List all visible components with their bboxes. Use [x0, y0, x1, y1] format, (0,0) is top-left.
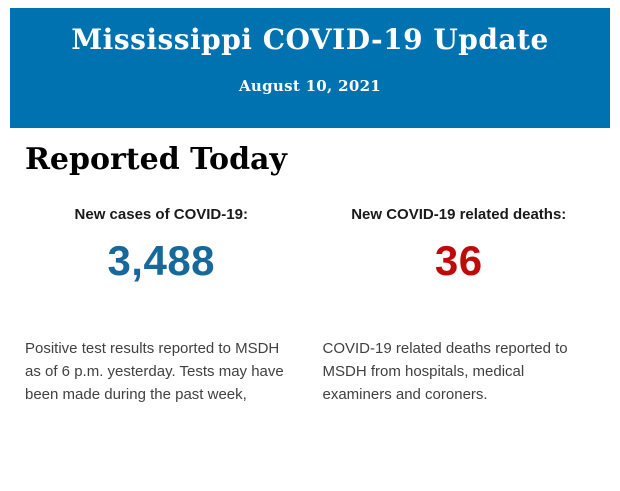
new-deaths-value: 36 — [434, 237, 483, 284]
new-cases-description: Positive test results reported to MSDH a… — [25, 340, 284, 403]
header-banner: Mississippi COVID-19 Update August 10, 2… — [10, 8, 610, 128]
new-cases-label: New cases of COVID-19: — [74, 205, 248, 223]
new-deaths-description: COVID-19 related deaths reported to MSDH… — [322, 340, 568, 403]
stat-new-deaths: New COVID-19 related deaths: 36 COVID-19… — [323, 205, 596, 407]
stats-row: New cases of COVID-19: 3,488 Positive te… — [0, 205, 620, 407]
stat-new-cases: New cases of COVID-19: 3,488 Positive te… — [25, 205, 298, 407]
page-title: Mississippi COVID-19 Update — [71, 23, 549, 56]
new-deaths-label: New COVID-19 related deaths: — [351, 205, 567, 223]
section-heading: Reported Today — [25, 142, 287, 177]
new-cases-value: 3,488 — [107, 237, 216, 284]
page: { "header": { "title": "Mississippi COVI… — [0, 8, 620, 491]
report-date: August 10, 2021 — [238, 77, 382, 95]
